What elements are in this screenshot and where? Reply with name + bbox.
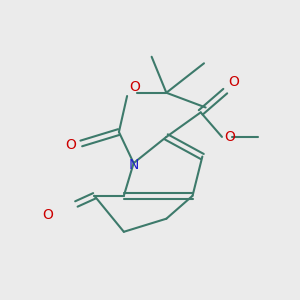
Text: O: O [43, 208, 53, 222]
Text: O: O [130, 80, 141, 94]
Text: N: N [128, 158, 139, 172]
Text: O: O [65, 138, 76, 152]
Text: O: O [228, 76, 239, 89]
Text: O: O [225, 130, 236, 144]
